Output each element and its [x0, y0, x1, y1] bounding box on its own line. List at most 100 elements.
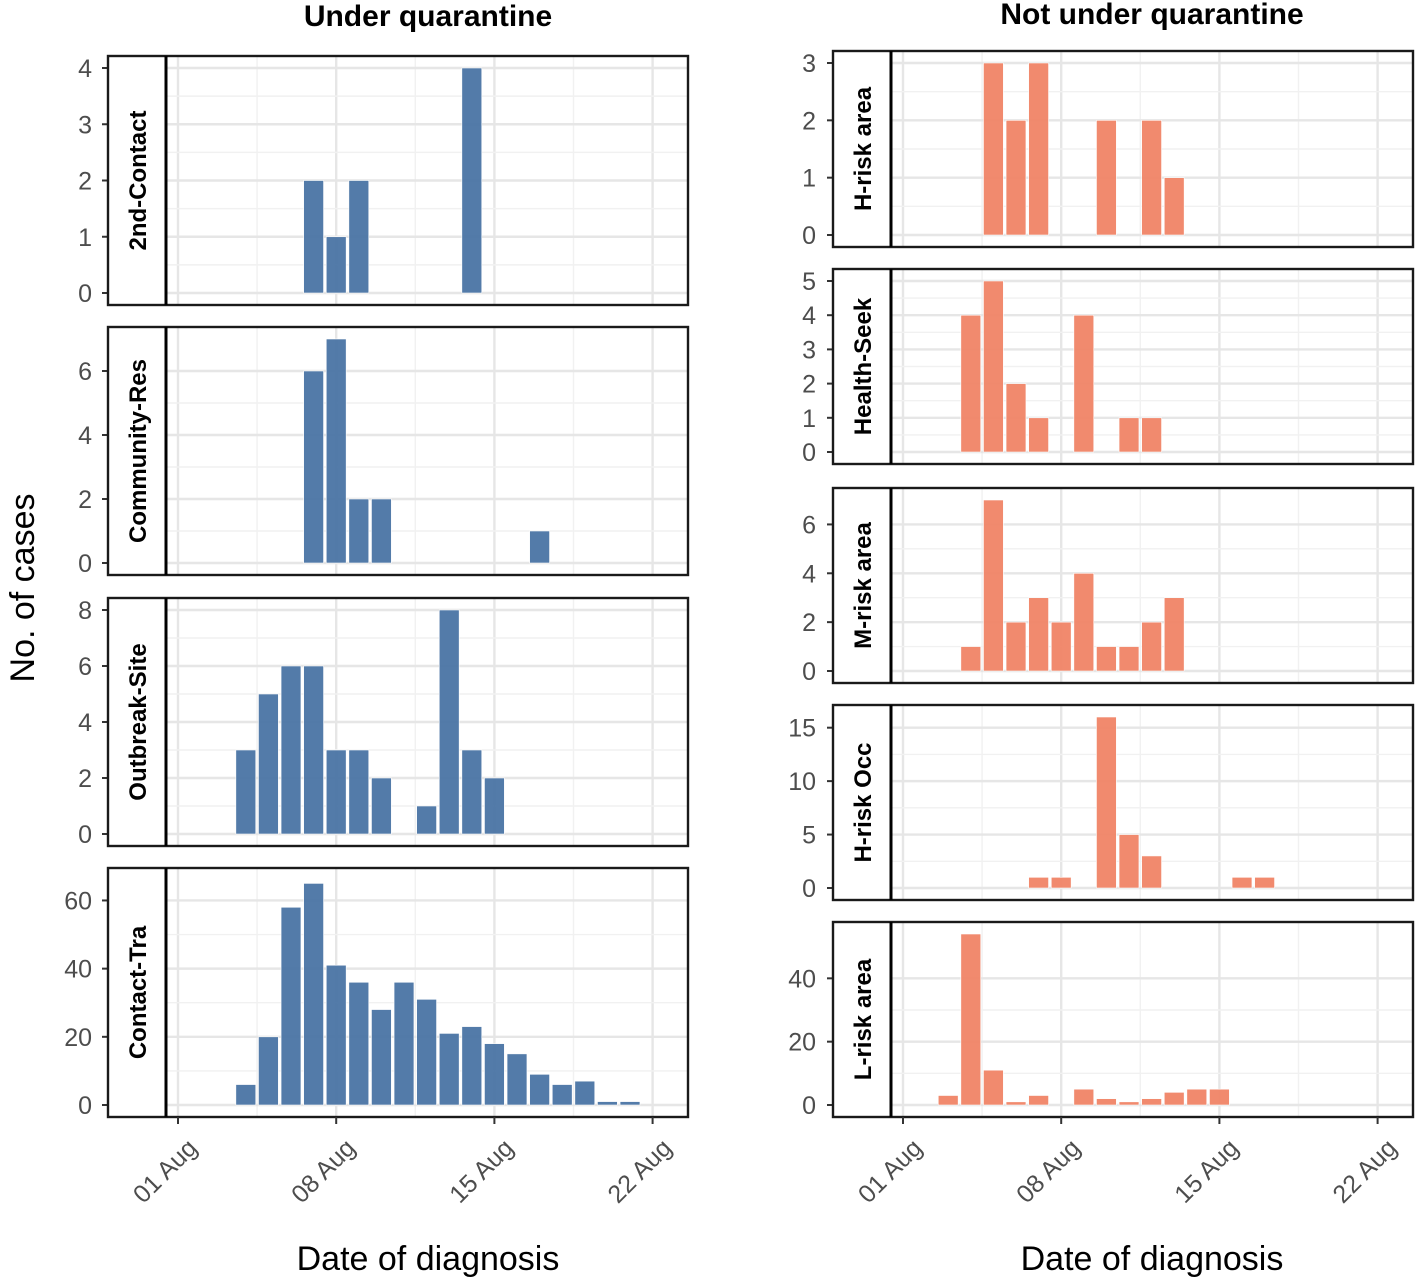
bar-contact-tra-day-20: [619, 1101, 641, 1106]
bar-contact-tra-day-11: [416, 999, 437, 1106]
panel-h-risk-area: 0 1 2 3 H-risk area: [802, 49, 1415, 250]
bar-l-risk-area-day-13: [1186, 1088, 1208, 1106]
y-tick-label: 0: [802, 222, 816, 250]
y-tick-label: 0: [78, 280, 92, 308]
strip-label-community-res: Community-Res: [125, 359, 152, 543]
y-axis-title: No. of cases: [4, 494, 42, 683]
bar-contact-tra-day-15: [506, 1053, 528, 1106]
panel-h-risk-occ: 0 5 10 15 H-risk Occ: [788, 703, 1415, 903]
y-tick-label: 8: [78, 597, 92, 625]
bar-contact-tra-day-5: [280, 906, 302, 1106]
bar-contact-tra-day-8: [348, 981, 370, 1106]
y-tick-label: 4: [78, 55, 92, 83]
x-tick-label-non-quarantine: 01 Aug: [853, 1134, 928, 1209]
x-tick-label-non-quarantine: 08 Aug: [1011, 1134, 1086, 1209]
y-tick-label: 0: [802, 658, 816, 686]
bar-h-risk-area-day-4: [983, 62, 1004, 236]
bar-outbreak-site-day-5: [280, 665, 302, 835]
bar-community-res-day-7: [325, 338, 347, 564]
x-tick-label-quarantine: 22 Aug: [602, 1134, 677, 1209]
x-tick-label-quarantine: 15 Aug: [444, 1134, 519, 1209]
bar-2nd-contact-day-6: [303, 180, 324, 294]
bar-l-risk-area-day-4: [983, 1069, 1004, 1106]
y-tick-label: 3: [802, 336, 816, 364]
panel-border: [831, 920, 1415, 1119]
under-quarantine-title: Under quarantine: [304, 0, 552, 33]
y-tick-label: 6: [802, 511, 816, 539]
y-tick-label: 2: [78, 486, 92, 514]
bar-h-risk-area-day-11: [1141, 120, 1162, 236]
bar-contact-tra-day-13: [461, 1026, 483, 1106]
bar-l-risk-area-day-11: [1141, 1098, 1162, 1106]
bar-l-risk-area-day-2: [937, 1095, 959, 1106]
bar-health-seek-day-11: [1141, 417, 1162, 453]
bar-outbreak-site-day-7: [325, 749, 347, 835]
y-tick-label: 6: [78, 358, 92, 386]
bar-m-risk-area-day-4: [983, 499, 1004, 672]
bar-h-risk-occ-day-11: [1141, 855, 1162, 889]
y-tick-label: 2: [802, 107, 816, 135]
bar-health-seek-day-3: [960, 314, 982, 453]
y-tick-label: 0: [78, 550, 92, 578]
bar-outbreak-site-day-9: [371, 777, 392, 835]
bar-community-res-day-16: [529, 530, 550, 564]
x-tick-label-quarantine: 01 Aug: [128, 1134, 203, 1209]
bar-contact-tra-day-16: [529, 1074, 550, 1106]
bar-m-risk-area-day-9: [1096, 646, 1117, 672]
bar-h-risk-area-day-12: [1163, 177, 1185, 236]
strip-label-contact-tra: Contact-Tra: [125, 925, 152, 1059]
bar-2nd-contact-day-13: [461, 67, 483, 294]
not-under-quarantine-title: Not under quarantine: [1000, 0, 1303, 31]
y-tick-label: 4: [78, 709, 92, 737]
strip-label-2nd-contact: 2nd-Contact: [125, 111, 152, 251]
strip-label-m-risk-area: M-risk area: [850, 521, 877, 648]
bar-contact-tra-day-3: [235, 1084, 257, 1106]
bar-contact-tra-day-6: [303, 883, 324, 1106]
bar-contact-tra-day-10: [393, 981, 415, 1106]
x-tick-label-non-quarantine: 22 Aug: [1327, 1134, 1402, 1209]
bar-l-risk-area-day-8: [1073, 1088, 1095, 1106]
bar-h-risk-area-day-6: [1028, 62, 1049, 236]
panel-border: [106, 596, 690, 848]
panel-health-seek: 0 1 2 3 4 5 Health-Seek: [802, 267, 1415, 467]
y-tick-label: 2: [802, 371, 816, 399]
bar-l-risk-area-day-3: [960, 933, 982, 1106]
bar-l-risk-area-day-9: [1096, 1098, 1117, 1106]
y-tick-label: 20: [64, 1024, 92, 1052]
panel-border: [831, 267, 1415, 466]
y-tick-label: 0: [78, 821, 92, 849]
plot-background: [166, 327, 688, 575]
y-tick-label: 60: [64, 887, 92, 915]
panel-border: [831, 486, 1415, 685]
bar-community-res-day-9: [371, 498, 392, 564]
bar-contact-tra-day-18: [574, 1080, 596, 1106]
y-tick-label: 40: [788, 965, 816, 993]
panel-border: [106, 325, 690, 577]
bar-h-risk-occ-day-6: [1028, 877, 1049, 889]
panel-m-risk-area: 0 2 4 6 M-risk area: [802, 486, 1415, 686]
y-tick-label: 0: [802, 875, 816, 903]
panel-contact-tra: 0 20 40 60 Contact-Tra: [64, 866, 690, 1120]
y-tick-label: 1: [78, 224, 92, 252]
bar-l-risk-area-day-10: [1118, 1101, 1140, 1106]
y-tick-label: 2: [78, 765, 92, 793]
y-tick-label: 2: [78, 168, 92, 196]
bar-m-risk-area-day-12: [1163, 597, 1185, 672]
y-tick-label: 20: [788, 1029, 816, 1057]
panel-border: [106, 54, 690, 307]
y-tick-label: 1: [802, 405, 816, 433]
bar-h-risk-area-day-9: [1096, 120, 1117, 236]
x-axis-title-right: Date of diagnosis: [1021, 1240, 1284, 1278]
bar-contact-tra-day-19: [597, 1101, 618, 1106]
y-tick-label: 0: [78, 1092, 92, 1120]
bar-m-risk-area-day-11: [1141, 621, 1162, 672]
bar-m-risk-area-day-5: [1005, 621, 1027, 672]
bar-outbreak-site-day-3: [235, 749, 257, 835]
strip-label-h-risk-occ: H-risk Occ: [850, 742, 877, 862]
bar-health-seek-day-6: [1028, 417, 1049, 453]
bar-h-risk-occ-day-10: [1118, 834, 1140, 889]
y-tick-label: 4: [78, 422, 92, 450]
strip-label-l-risk-area: L-risk area: [850, 958, 877, 1080]
bar-contact-tra-day-12: [438, 1033, 460, 1106]
